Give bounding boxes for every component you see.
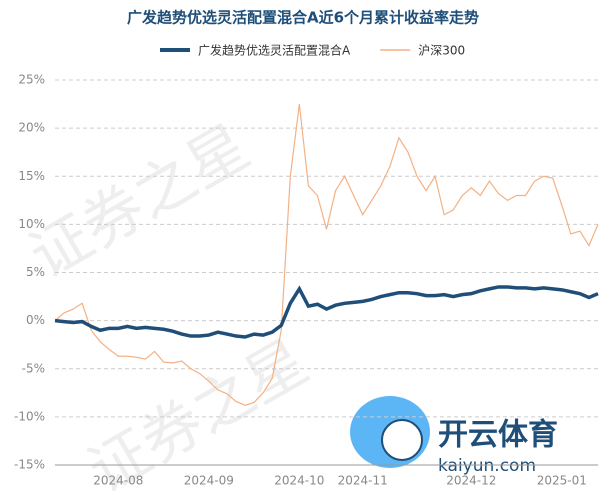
- logo: 开云体育 kaiyun.com: [350, 396, 558, 476]
- logo-name: 开云体育: [438, 418, 558, 453]
- y-tick-label: -10%: [14, 409, 45, 423]
- legend-label: 沪深300: [418, 44, 465, 58]
- y-tick-label: -5%: [22, 361, 45, 375]
- y-tick-label: -15%: [14, 458, 45, 472]
- watermark: 证券之星: [18, 112, 261, 293]
- y-tick-label: 20%: [18, 121, 45, 135]
- x-tick-label: 2024-08: [93, 474, 143, 488]
- logo-ball: [381, 419, 423, 461]
- x-tick-label: 2024-11: [338, 474, 388, 488]
- series-line: [54, 285, 599, 339]
- y-tick-label: 5%: [26, 265, 45, 279]
- x-tick-label: 2025-01: [537, 474, 587, 488]
- legend: 广发趋势优选灵活配置混合A 沪深300: [160, 43, 465, 58]
- series-line: [54, 103, 599, 406]
- chart-title: 广发趋势优选灵活配置混合A近6个月累计收益率走势: [127, 9, 479, 27]
- x-tick-label: 2024-10: [274, 474, 324, 488]
- y-tick-label: 15%: [18, 169, 45, 183]
- legend-label: 广发趋势优选灵活配置混合A: [198, 43, 351, 58]
- x-tick-label: 2024-09: [184, 474, 234, 488]
- y-tick-label: 10%: [18, 217, 45, 231]
- logo-url: kaiyun.com: [438, 456, 536, 476]
- y-tick-label: 25%: [18, 73, 45, 87]
- x-tick-label: 2024-12: [446, 474, 496, 488]
- y-tick-label: 0%: [26, 313, 45, 327]
